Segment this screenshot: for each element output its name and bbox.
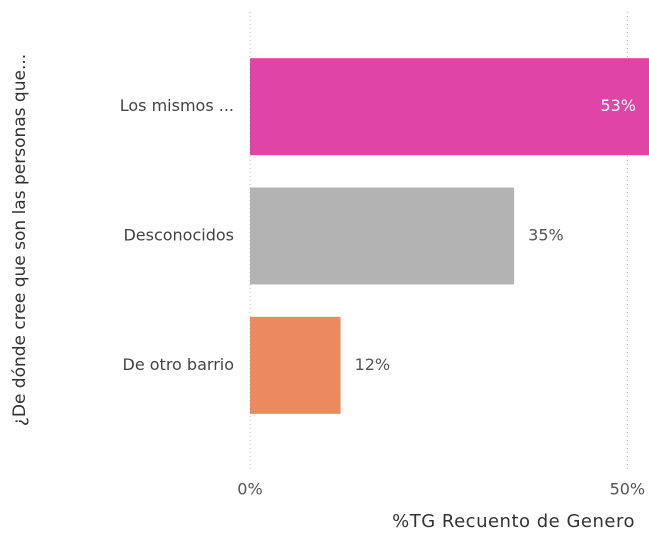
bar	[250, 187, 515, 285]
x-axis-title: %TG Recuento de Genero	[392, 511, 635, 532]
y-axis-title: ¿De dónde cree que son las personas que.…	[10, 54, 30, 426]
data-label: 35%	[528, 226, 564, 245]
x-tick-label: 50%	[610, 480, 646, 499]
y-tick-label: Los mismos ...	[120, 96, 234, 115]
bar	[250, 58, 649, 156]
y-tick-label: De otro barrio	[123, 355, 234, 374]
data-label: 53%	[600, 96, 636, 115]
bar	[250, 316, 341, 414]
y-tick-label: Desconocidos	[123, 226, 234, 245]
x-tick-label: 0%	[237, 480, 262, 499]
data-label: 12%	[355, 355, 391, 374]
